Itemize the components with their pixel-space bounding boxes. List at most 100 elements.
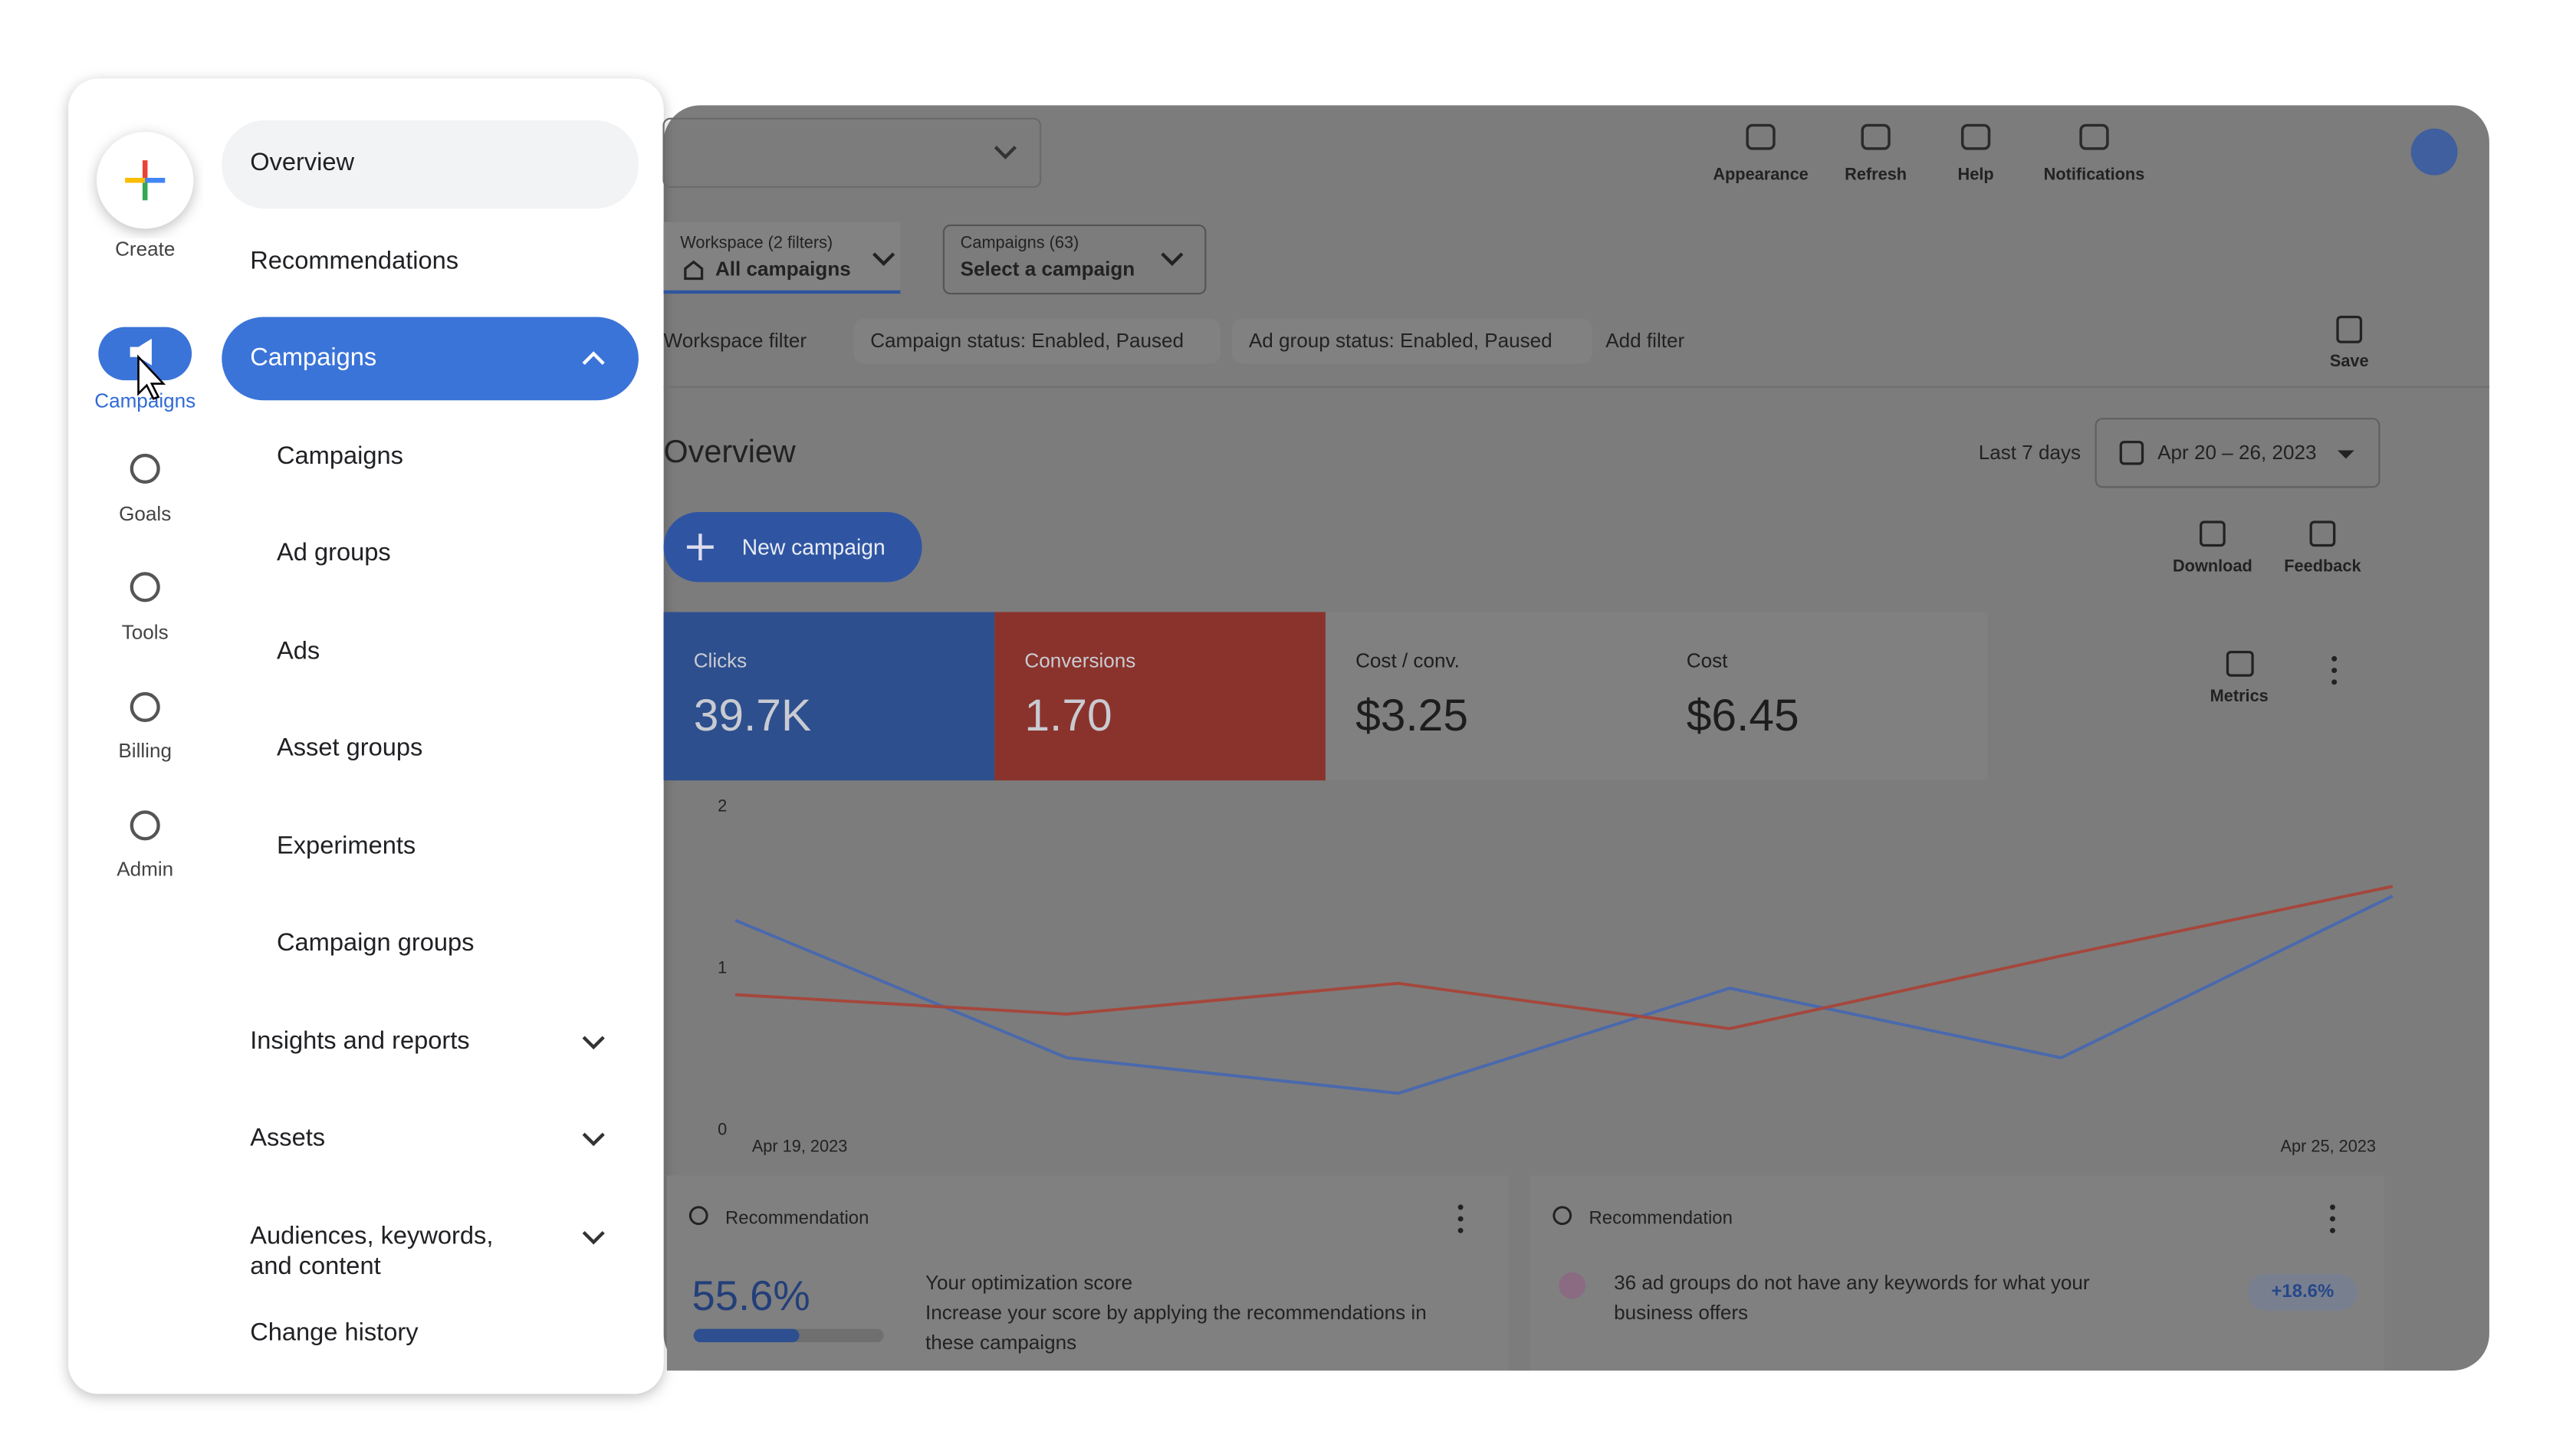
rail-icon[interactable] [130, 453, 160, 484]
rail-icon[interactable] [130, 810, 160, 841]
y-tick-label: 0 [718, 1120, 727, 1139]
metric-value: 1.70 [1024, 691, 1112, 740]
kebab-dot [2331, 679, 2338, 685]
menu-item[interactable]: Ads [277, 635, 320, 664]
chevron [1161, 252, 1184, 267]
toolbar-icon[interactable] [1861, 123, 1891, 150]
save-icon[interactable] [2336, 315, 2363, 343]
menu-item[interactable]: Asset groups [277, 732, 422, 760]
rail-label[interactable]: Create [115, 237, 175, 260]
metric-name: Conversions [1024, 649, 1135, 672]
menu-item[interactable]: Campaigns [250, 343, 376, 371]
kebab-dot [1457, 1216, 1464, 1222]
toolbar-label[interactable]: Refresh [1845, 164, 1907, 183]
menu-item[interactable]: Insights and reports [250, 1026, 469, 1054]
rail-label[interactable]: Campaigns [94, 389, 196, 412]
filter-chip-label[interactable]: Workspace filter [664, 329, 807, 352]
home-icon [684, 260, 704, 281]
filter-label: Campaigns (63) [961, 233, 1079, 252]
menu-item[interactable]: Recommendations [250, 245, 458, 274]
metric-card[interactable] [663, 612, 995, 781]
dropdown-caret [2338, 450, 2354, 459]
toolbar-label[interactable]: Help [1958, 164, 1994, 183]
toolbar-label[interactable]: Notifications [2044, 164, 2145, 183]
metric-name: Clicks [694, 649, 748, 672]
account-dropdown[interactable] [662, 117, 1042, 188]
overview-title: Overview [664, 434, 796, 469]
recommendation-label: Recommendation [725, 1207, 869, 1228]
metric-card[interactable] [994, 612, 1326, 781]
chevron [872, 252, 895, 267]
new-campaign-button[interactable] [663, 511, 922, 583]
menu-item[interactable]: Campaign groups [277, 928, 474, 956]
menu-item[interactable]: Campaigns [277, 441, 403, 469]
calendar-icon [2119, 441, 2144, 465]
rail-label[interactable]: Goals [119, 502, 171, 525]
save-label[interactable]: Save [2330, 351, 2369, 370]
badge-label: +18.6% [2271, 1281, 2334, 1302]
rail-label[interactable]: Tools [122, 621, 169, 644]
toolbar-icon[interactable] [1960, 123, 1991, 150]
metrics-icon[interactable] [2226, 651, 2254, 677]
toolbar-icon[interactable] [1746, 123, 1776, 150]
kebab-dot [1457, 1204, 1464, 1210]
filter-chip[interactable] [1232, 318, 1592, 364]
rail-icon[interactable] [130, 572, 160, 603]
menu-item[interactable]: Audiences, keywords, [250, 1221, 493, 1249]
rail-icon[interactable] [130, 691, 160, 722]
plus-icon [687, 534, 714, 561]
rail-label[interactable]: Admin [117, 857, 173, 880]
date-picker[interactable] [2095, 418, 2380, 488]
recommendation-text: Increase your score by applying the reco… [925, 1301, 1427, 1324]
range-label: Last 7 days [1979, 441, 2081, 464]
menu-item[interactable]: Ad groups [277, 537, 391, 566]
action-icon[interactable] [2309, 520, 2336, 547]
menu-item[interactable]: Experiments [277, 831, 416, 859]
megaphone-icon [130, 338, 152, 366]
action-label[interactable]: Download [2173, 556, 2252, 575]
filter-chip-label[interactable]: Campaign status: Enabled, Paused [870, 329, 1184, 352]
kebab-dot [2330, 1227, 2335, 1233]
chevron [994, 146, 1017, 159]
filter-box[interactable] [663, 222, 901, 294]
kebab-dot [2331, 655, 2338, 662]
toolbar-icon[interactable] [2079, 123, 2109, 150]
filter-value: Select a campaign [961, 258, 1135, 281]
action-icon[interactable] [2200, 520, 2226, 547]
recommendation-card[interactable] [1530, 1175, 2384, 1371]
score-bar [693, 1328, 800, 1343]
menu-item[interactable]: and content [250, 1251, 380, 1279]
menu-hover[interactable] [222, 120, 639, 209]
recommendation-text: business offers [1614, 1301, 1748, 1324]
y-tick-label: 2 [718, 796, 727, 816]
metric-value: 39.7K [694, 691, 811, 740]
menu-active[interactable] [222, 317, 639, 401]
metric-card[interactable] [1656, 612, 1988, 781]
chevron [582, 1036, 605, 1050]
menu-item[interactable]: Assets [250, 1122, 325, 1151]
metric-value: $6.45 [1687, 691, 1799, 740]
filter-chip-label[interactable]: Add filter [1605, 329, 1684, 352]
filter-box[interactable] [942, 224, 1207, 295]
avatar[interactable] [2410, 128, 2458, 176]
metric-card[interactable] [1325, 612, 1657, 781]
chevron [582, 1230, 605, 1245]
line-series [734, 895, 2394, 1095]
action-label[interactable]: Feedback [2284, 556, 2361, 575]
toolbar-label[interactable]: Appearance [1713, 164, 1808, 183]
rail-label[interactable]: Billing [118, 739, 172, 762]
new-campaign-label[interactable]: New campaign [742, 534, 886, 559]
recommendation-text: 36 ad groups do not have any keywords fo… [1614, 1271, 2090, 1294]
metrics-label[interactable]: Metrics [2210, 686, 2269, 705]
recommendation-label: Recommendation [1589, 1207, 1733, 1228]
filter-chip-label[interactable]: Ad group status: Enabled, Paused [1249, 329, 1552, 352]
metric-value: $3.25 [1355, 691, 1468, 740]
menu-item[interactable]: Change history [250, 1318, 419, 1346]
badge [2247, 1273, 2358, 1311]
filter-chip[interactable] [853, 318, 1221, 364]
menu-item[interactable]: Overview [250, 147, 354, 176]
line-series [734, 885, 2394, 1030]
bulb-icon [688, 1206, 708, 1226]
kebab-dot [2331, 668, 2338, 674]
